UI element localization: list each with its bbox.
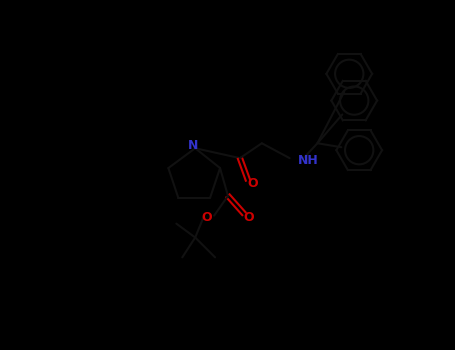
Text: O: O <box>243 211 254 224</box>
Text: N: N <box>188 139 198 152</box>
Text: O: O <box>202 211 212 224</box>
Text: O: O <box>248 177 258 190</box>
Text: NH: NH <box>298 154 318 167</box>
